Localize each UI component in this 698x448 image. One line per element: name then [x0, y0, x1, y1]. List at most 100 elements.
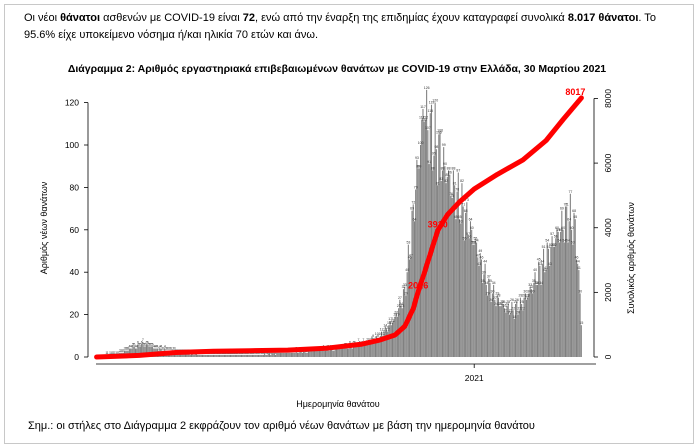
daily-bar — [331, 348, 333, 357]
bar-value-label: 46 — [480, 255, 484, 259]
daily-bar — [383, 333, 385, 357]
daily-bar — [550, 246, 552, 357]
daily-bar — [343, 348, 345, 357]
bar-value-label: 77 — [568, 190, 572, 194]
daily-bar — [580, 325, 582, 357]
bar-value-label: 37 — [487, 275, 491, 279]
bar-value-label: 4 — [136, 345, 138, 349]
daily-bar — [566, 206, 568, 357]
daily-bar — [381, 331, 383, 357]
bar-value-label: 5 — [152, 342, 154, 346]
daily-bar — [479, 253, 481, 357]
bar-value-label: 46 — [575, 255, 579, 259]
bar-value-label: 4 — [157, 345, 159, 349]
bar-value-label: 15 — [389, 321, 393, 325]
daily-bar — [199, 354, 201, 357]
daily-bar — [561, 210, 563, 357]
daily-bar — [240, 354, 243, 357]
daily-bar — [508, 314, 510, 357]
daily-bar — [133, 346, 135, 357]
daily-bar — [422, 108, 424, 358]
daily-bar — [254, 354, 256, 357]
bar-value-label: 5 — [150, 342, 152, 346]
bar-value-label: 40 — [533, 268, 537, 272]
bar-value-label: 5 — [143, 342, 145, 346]
daily-bar — [471, 229, 473, 357]
bar-value-label: 28 — [526, 294, 530, 298]
bar-value-label: 43 — [548, 262, 552, 266]
bar-value-label: 119 — [429, 101, 435, 105]
right-axis-tick-label: 0 — [603, 354, 613, 359]
daily-bar — [245, 354, 247, 357]
daily-bar — [210, 354, 212, 357]
bar-value-label: 53 — [472, 241, 476, 245]
bar-value-label: 1 — [113, 351, 115, 355]
bar-value-label: 59 — [556, 228, 560, 232]
bar-value-label: 3 — [163, 347, 165, 351]
bar-value-label: 20 — [516, 311, 520, 315]
daily-bar — [272, 352, 274, 357]
daily-bar — [413, 221, 415, 357]
bar-value-label: 99 — [442, 143, 446, 147]
bar-value-label: 21 — [509, 308, 513, 312]
bar-value-label: 14 — [383, 323, 387, 327]
bar-value-label: 13 — [385, 325, 389, 329]
bar-value-label: 59 — [559, 228, 563, 232]
bar-value-label: 29 — [486, 292, 490, 296]
daily-bar — [488, 278, 490, 357]
bar-value-label: 35 — [532, 279, 536, 283]
bar-value-label: 11 — [382, 330, 386, 334]
daily-bar — [132, 346, 134, 357]
daily-bar — [231, 354, 233, 357]
daily-bar — [299, 350, 301, 357]
left-axis-tick-label: 0 — [74, 352, 79, 362]
daily-bar — [525, 299, 528, 357]
daily-bar — [150, 346, 152, 357]
left-y-axis-label: Αριθμός νέων θανάτων — [39, 181, 49, 274]
left-axis-tick-label: 80 — [70, 182, 80, 192]
bar-value-label: 53 — [406, 241, 410, 245]
daily-bar — [239, 354, 241, 357]
bar-value-label: 26 — [489, 298, 493, 302]
daily-bar — [306, 352, 308, 357]
daily-bar — [292, 352, 294, 357]
bar-value-label: 86 — [448, 171, 452, 175]
bar-value-label: 53 — [471, 241, 475, 245]
bar-value-label: 105 — [436, 130, 442, 134]
bar-value-label: 47 — [476, 253, 480, 257]
daily-bar — [484, 263, 486, 357]
daily-bar — [502, 304, 504, 357]
daily-bar — [575, 259, 577, 357]
daily-bar — [271, 352, 273, 357]
daily-bar — [262, 354, 264, 357]
daily-bar — [393, 320, 395, 357]
daily-bar — [552, 246, 554, 357]
daily-bar — [137, 344, 139, 357]
daily-bar — [186, 352, 188, 357]
daily-bar — [208, 354, 210, 357]
bar-value-label: 15 — [387, 321, 391, 325]
daily-bar — [288, 352, 290, 357]
daily-bar — [489, 282, 491, 357]
daily-bar — [268, 352, 271, 357]
bar-value-label: 64 — [567, 217, 571, 221]
bar-value-label: 4 — [155, 345, 157, 349]
daily-bar — [189, 354, 191, 357]
bar-value-label: 89 — [416, 164, 420, 168]
daily-bar — [234, 354, 236, 357]
bar-value-label: 4 — [129, 345, 131, 349]
bar-value-label: 72 — [411, 200, 415, 204]
daily-bar — [518, 310, 520, 357]
bar-value-label: 54 — [566, 239, 570, 243]
bar-value-label: 41 — [577, 266, 581, 270]
daily-bar — [310, 350, 312, 357]
daily-bar — [287, 352, 289, 357]
daily-bar — [278, 352, 280, 357]
daily-bar — [523, 297, 525, 357]
bar-value-label: 71 — [564, 202, 568, 206]
daily-bar — [374, 340, 376, 357]
daily-bar — [247, 354, 249, 357]
daily-bar — [320, 350, 322, 357]
bar-value-label: 91 — [427, 160, 431, 164]
